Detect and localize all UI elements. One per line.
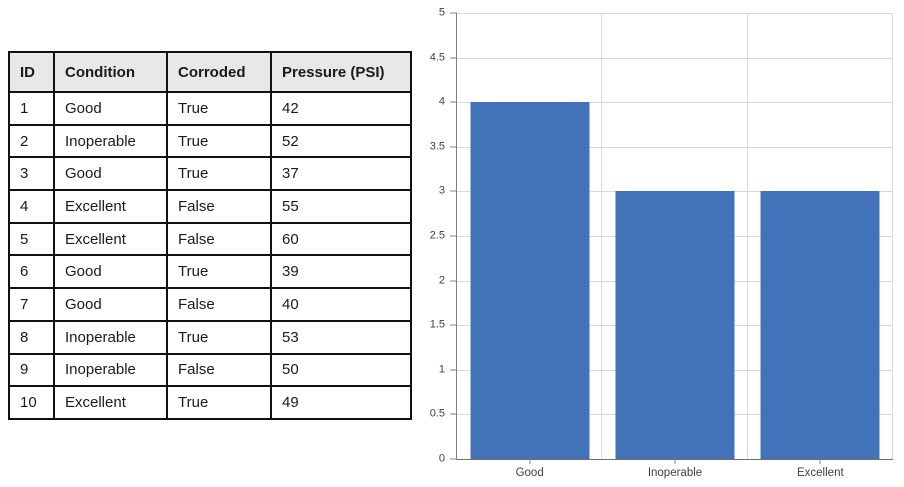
table-row: 5 Excellent False 60 — [8, 221, 412, 257]
table-cell: 5 — [8, 221, 55, 257]
y-tick-label: 4 — [438, 95, 445, 108]
y-axis-tick — [450, 458, 457, 460]
table-cell: Inoperable — [53, 319, 168, 355]
table-cell: 37 — [270, 156, 412, 192]
table-row: 9 Inoperable False 50 — [8, 352, 412, 388]
table-cell: Good — [53, 254, 168, 290]
y-axis-tick — [450, 369, 457, 371]
table-cell: 4 — [8, 189, 55, 224]
y-axis-tick — [450, 146, 457, 148]
table-cell: True — [166, 91, 272, 126]
gridline-vertical — [746, 13, 748, 459]
gridline-vertical — [601, 13, 603, 459]
table-cell: 49 — [270, 385, 412, 420]
table-cell: Good — [53, 156, 168, 192]
bar-excellent — [760, 191, 880, 459]
table-cell: 8 — [8, 319, 55, 355]
table-cell: False — [166, 352, 272, 388]
x-axis-tick — [674, 459, 676, 464]
table-cell: 6 — [8, 254, 55, 290]
y-tick-label: 0 — [438, 452, 445, 465]
table-cell: False — [166, 221, 272, 257]
y-tick-label: 2.5 — [429, 229, 445, 242]
table-header: ID Condition Corroded Pressure (PSI) — [8, 51, 412, 93]
x-tick-label: Excellent — [796, 467, 844, 479]
y-tick-label: 3.5 — [429, 140, 445, 153]
table-row: 3 Good True 37 — [8, 156, 412, 192]
column-header: Condition — [53, 51, 168, 93]
y-axis-tick — [450, 101, 457, 103]
y-tick-label: 3 — [438, 184, 445, 197]
table-header-row: ID Condition Corroded Pressure (PSI) — [8, 51, 412, 93]
table-cell: True — [166, 123, 272, 159]
gridline-horizontal — [457, 57, 893, 59]
table-row: 6 Good True 39 — [8, 254, 412, 290]
y-axis-tick — [450, 280, 457, 282]
y-tick-label: 0.5 — [429, 407, 445, 420]
table-cell: 52 — [270, 123, 412, 159]
bar-good — [470, 102, 590, 459]
table-cell: 7 — [8, 287, 55, 322]
table-cell: 50 — [270, 352, 412, 388]
table-row: 4 Excellent False 55 — [8, 189, 412, 224]
y-axis-tick — [450, 413, 457, 415]
table-row: 1 Good True 42 — [8, 91, 412, 126]
table-cell: 42 — [270, 91, 412, 126]
x-tick-label: Good — [515, 467, 544, 479]
bar-inoperable — [615, 191, 735, 459]
table-cell: Good — [53, 287, 168, 322]
column-header: Corroded — [166, 51, 272, 93]
table-cell: False — [166, 189, 272, 224]
y-tick-label: 1.5 — [429, 318, 445, 331]
table-cell: 39 — [270, 254, 412, 290]
data-table: ID Condition Corroded Pressure (PSI) 1 Good T… — [8, 51, 412, 420]
table-cell: Excellent — [53, 385, 168, 420]
table-cell: True — [166, 254, 272, 290]
y-axis-tick — [450, 190, 457, 192]
gridline-horizontal — [457, 13, 893, 14]
table-row: 10 Excellent True 49 — [8, 385, 412, 420]
y-axis-tick — [450, 235, 457, 237]
y-axis-tick — [450, 324, 457, 326]
table-cell: 9 — [8, 352, 55, 388]
table-cell: True — [166, 385, 272, 420]
x-axis-tick — [819, 459, 821, 464]
table-row: 7 Good False 40 — [8, 287, 412, 322]
table-cell: Excellent — [53, 221, 168, 257]
table-cell: Inoperable — [53, 352, 168, 388]
table-cell: Excellent — [53, 189, 168, 224]
table-row: 8 Inoperable True 53 — [8, 319, 412, 355]
table-cell: True — [166, 156, 272, 192]
y-tick-label: 1 — [438, 363, 445, 376]
table-cell: 40 — [270, 287, 412, 322]
table-cell: 2 — [8, 123, 55, 159]
gridline-vertical — [892, 13, 893, 459]
gridline-horizontal — [457, 102, 893, 104]
table-cell: Inoperable — [53, 123, 168, 159]
table-cell: 60 — [270, 221, 412, 257]
bar-chart-plot-area: 5 4.5 4 3.5 3 2.5 2 1.5 1 0.5 0 Good Inoperable Excel… — [430, 7, 893, 479]
y-tick-label: 2 — [438, 274, 445, 287]
y-axis-tick — [450, 12, 457, 14]
table-cell: 3 — [8, 156, 55, 192]
y-tick-label: 5 — [438, 6, 445, 19]
table-cell: True — [166, 319, 272, 355]
table-cell: 10 — [8, 385, 55, 420]
y-axis-tick — [450, 57, 457, 59]
table-cell: 1 — [8, 91, 55, 126]
table-cell: False — [166, 287, 272, 322]
column-header: Pressure (PSI) — [270, 51, 412, 93]
x-axis-tick — [529, 459, 531, 464]
data-table-body: 1 Good True 42 2 Inoperable True 52 3 Good True 37 4… — [8, 91, 412, 420]
x-tick-label: Inoperable — [647, 467, 703, 479]
column-header: ID — [8, 51, 55, 93]
gridline-horizontal — [457, 146, 893, 148]
table-row: 2 Inoperable True 52 — [8, 123, 412, 159]
table-cell: Good — [53, 91, 168, 126]
table-cell: 53 — [270, 319, 412, 355]
y-tick-label: 4.5 — [429, 51, 445, 64]
table-cell: 55 — [270, 189, 412, 224]
